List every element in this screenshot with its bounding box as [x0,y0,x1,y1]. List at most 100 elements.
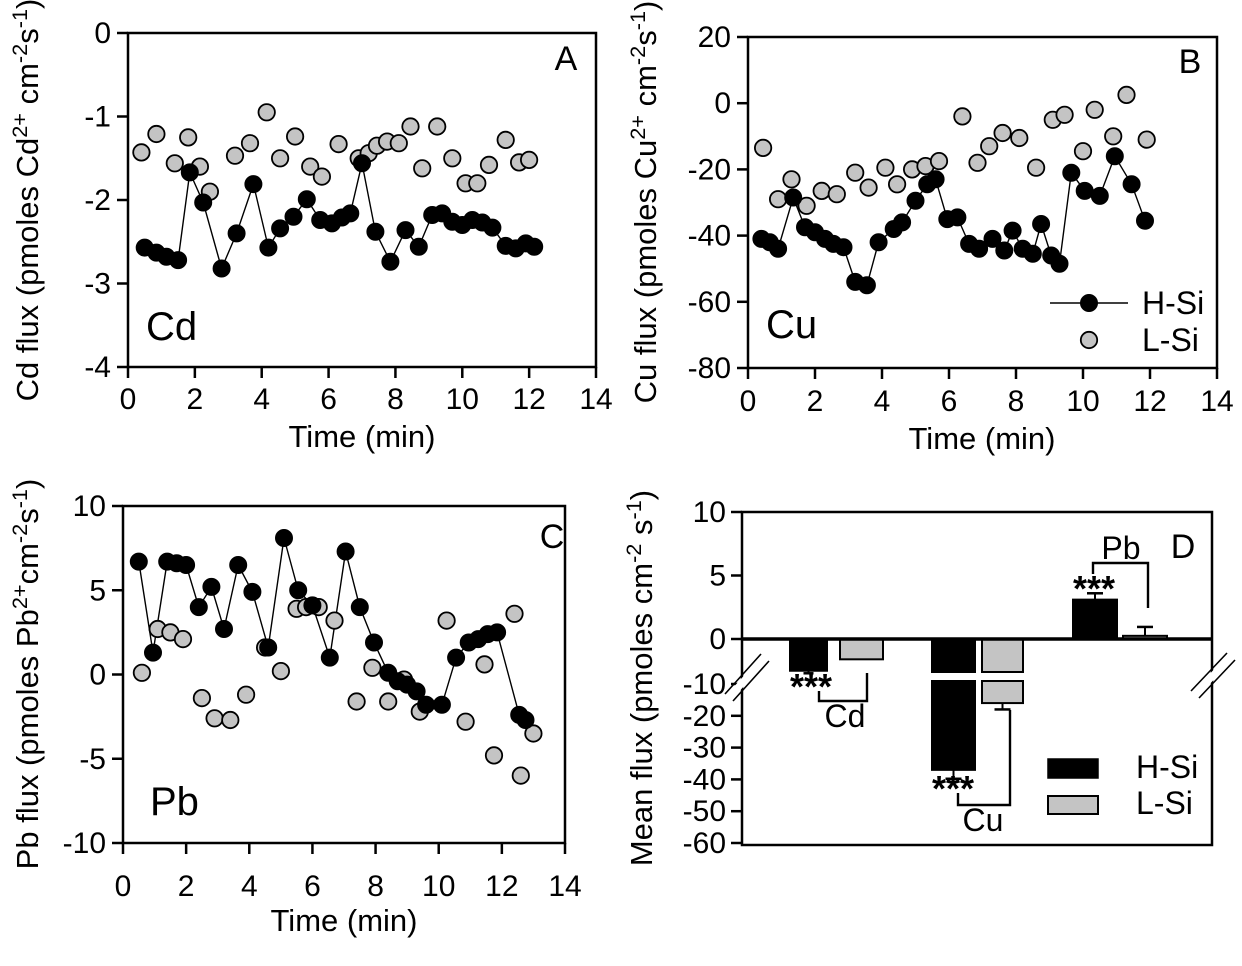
x-tick-label: 10 [446,383,479,416]
data-point-h-si [926,170,945,189]
data-point-l-si [812,181,831,200]
data-point-l-si [443,149,462,168]
y-tick-label: -60 [688,286,731,319]
data-point-h-si [1090,186,1109,205]
data-point-h-si [297,190,316,209]
x-tick-label: 4 [253,383,270,416]
data-point-l-si [1085,100,1104,119]
data-point-h-si [215,620,233,638]
data-point-h-si [194,193,213,212]
y-tick-label: 10 [693,496,726,529]
axis-break-mark [1198,659,1236,699]
axis-break-mark [732,660,770,702]
comparison-bracket [956,710,1012,807]
x-tick-label: 8 [1008,385,1025,418]
data-point-l-si [240,134,260,153]
x-tick-label: 12 [1133,385,1166,418]
y-tick-label: -20 [688,153,731,186]
data-point-l-si [221,710,240,730]
data-point-l-si [325,611,344,630]
data-point-l-si [953,107,972,126]
y-tick-label: 0 [89,659,106,692]
y-tick-label: 20 [698,21,731,54]
data-point-h-si [417,695,436,714]
data-point-h-si [1105,147,1124,166]
data-point-l-si [271,661,290,681]
data-point-l-si [428,117,447,136]
data-point-h-si [271,219,290,238]
data-point-l-si [270,149,290,168]
bar-lsi-cd [839,638,884,661]
x-tick-label: 4 [241,870,258,903]
y-tick-label: -3 [84,268,111,301]
bar-lsi-cu-lower [981,680,1024,705]
data-point-l-si [1027,158,1046,177]
y-tick-label: -40 [683,763,726,796]
x-tick-label: 12 [512,383,545,416]
data-point-l-si [257,103,276,122]
data-point-h-si [350,598,369,617]
x-axis-title: Time (min) [271,903,418,938]
data-point-h-si [202,577,221,596]
data-point-h-si [244,175,263,194]
y-tick-label: -20 [683,700,726,733]
data-point-h-si [259,638,278,657]
axis-break-mark [724,653,762,695]
panel-letter: A [555,40,578,78]
data-point-h-si [983,229,1002,248]
data-point-h-si [189,598,208,617]
data-point-l-si [413,159,432,178]
data-point-l-si [968,153,987,172]
data-point-h-si [893,213,912,232]
data-point-h-si [353,154,371,173]
data-point-h-si [259,238,278,257]
legend-label-hsi: H-Si [1136,749,1198,785]
data-point-l-si [389,134,408,153]
y-tick-label: -50 [683,795,726,828]
data-point-l-si [929,152,949,171]
legend-swatch-lsi [1047,795,1099,815]
data-point-l-si [768,190,788,209]
data-point-l-si [484,746,504,765]
data-point-l-si [475,655,494,674]
data-point-h-si [834,238,853,257]
data-point-h-si [407,682,426,701]
data-point-l-si [347,692,366,711]
x-axis-title: Time (min) [909,421,1056,456]
data-point-l-si [1104,127,1123,146]
data-point-l-si [782,170,801,189]
x-tick-label: 14 [1200,385,1233,418]
y-tick-label: 0 [714,87,731,120]
data-point-h-si [516,711,535,729]
data-point-h-si [1122,175,1141,194]
data-point-l-si [505,604,524,623]
plot-frame [746,35,1219,370]
data-point-h-si [1023,244,1042,263]
data-point-h-si [906,191,925,210]
axis-break-gap [1192,654,1234,697]
bar-hsi-cu-lower [931,680,976,771]
data-point-l-si [1055,105,1074,124]
data-point-h-si [970,239,989,258]
x-tick-label: 0 [120,383,137,416]
x-tick-label: 12 [485,870,518,903]
data-point-l-si [363,658,382,677]
legend-marker-lsi [1079,330,1099,350]
data-point-h-si [177,556,196,574]
data-point-l-si [479,155,499,174]
data-point-h-si [396,221,415,240]
x-tick-label: 10 [1066,385,1099,418]
x-tick-label: 0 [115,870,132,903]
data-point-h-si [284,207,303,226]
y-axis-title: Mean flux (pmoles cm-2 s-1) [621,490,659,866]
y-axis-title: Cd flux (pmoles Cd2+ cm-2s-1) [7,0,45,401]
y-tick-label: 5 [709,560,726,593]
significance-marker: *** [932,768,974,809]
data-point-l-si [1073,142,1093,161]
panel-letter: D [1171,528,1196,566]
data-point-l-si [132,143,151,162]
data-point-l-si [147,124,166,144]
x-axis-title: Time (min) [289,419,436,454]
axis-break-mark [1190,652,1228,692]
data-point-h-si [948,208,967,227]
